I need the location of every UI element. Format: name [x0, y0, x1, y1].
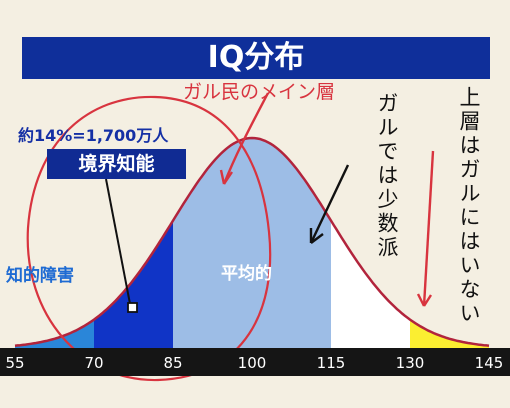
arrow-to-upper-head — [416, 293, 433, 307]
x-tick-label-6: 145 — [475, 354, 504, 372]
band-2 — [173, 138, 331, 348]
black-arrow-head — [309, 228, 324, 244]
arrow-to-main-line — [222, 92, 270, 185]
borderline-label: 境界知能 — [78, 153, 155, 175]
x-axis-bar — [0, 348, 510, 376]
gal-majority-note: ガル民のメイン層 — [183, 81, 336, 103]
title-bar: IQ分布 — [22, 37, 490, 79]
stat-label: 約14%=1,700万人 — [18, 126, 169, 145]
upper-absent-text: 上層はガルにはいない — [457, 86, 481, 326]
annotation-circle — [26, 95, 272, 382]
band-4 — [410, 319, 489, 348]
arrow-to-main-head — [219, 169, 233, 185]
x-tick-label-1: 70 — [84, 354, 103, 372]
x-tick-label-2: 85 — [163, 354, 182, 372]
pointer-box — [127, 302, 138, 313]
gal-minority-note: ガルでは少数派 — [375, 92, 399, 260]
band-0 — [15, 319, 94, 348]
bell-curve — [14, 136, 490, 347]
black-arrow-line — [309, 164, 350, 244]
arrow-to-upper-line — [422, 150, 435, 307]
pointer-line — [105, 178, 132, 310]
intellectual-disability-label: 知的障害 — [6, 266, 74, 286]
average-label: 平均的 — [221, 264, 272, 284]
x-tick-label-0: 55 — [5, 354, 24, 372]
x-tick-label-5: 130 — [396, 354, 425, 372]
x-tick-label-3: 100 — [238, 354, 267, 372]
upper-absent-note: 上層はガルにはいない — [454, 86, 484, 341]
borderline-label-box: 境界知能 — [47, 149, 186, 179]
chart-title: IQ分布 — [207, 40, 305, 75]
x-tick-label-4: 115 — [317, 354, 346, 372]
